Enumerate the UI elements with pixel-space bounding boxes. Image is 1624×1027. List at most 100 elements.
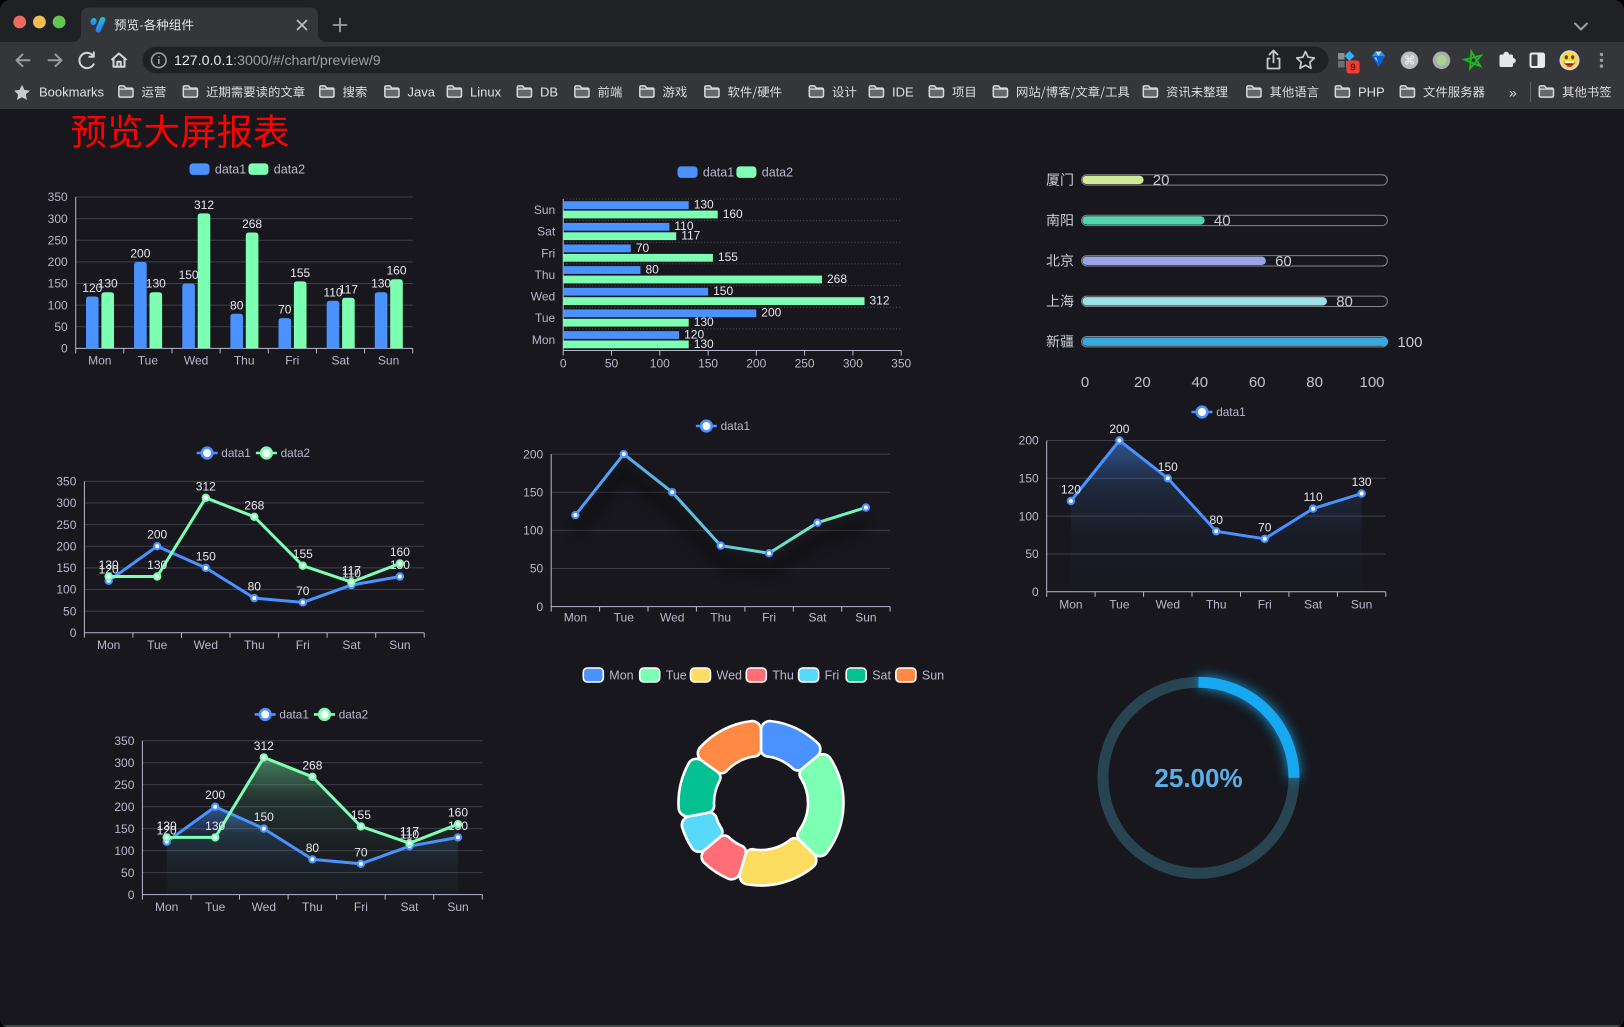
svg-text:20: 20 [1153,172,1170,189]
svg-text:DB: DB [540,85,558,100]
svg-text:150: 150 [523,485,543,499]
svg-text:Fri: Fri [541,246,555,260]
svg-text:Sun: Sun [447,900,468,914]
svg-text:50: 50 [63,604,77,618]
svg-text:130: 130 [98,277,118,291]
svg-text:200: 200 [1019,434,1039,448]
svg-text:200: 200 [523,447,543,461]
svg-text:250: 250 [56,518,76,532]
svg-text:150: 150 [254,810,274,824]
svg-text:150: 150 [196,549,216,563]
svg-text:100: 100 [523,524,543,538]
svg-text:data1: data1 [703,166,734,180]
svg-text:0: 0 [537,600,544,614]
svg-text:Thu: Thu [244,638,265,652]
svg-text:110: 110 [342,567,361,581]
svg-text:Thu: Thu [710,611,731,625]
svg-text:9: 9 [1350,63,1356,74]
svg-text:Wed: Wed [531,290,555,304]
svg-text:Bookmarks: Bookmarks [39,85,105,100]
svg-text:80: 80 [1306,374,1323,391]
svg-text:50: 50 [530,562,544,576]
svg-text:60: 60 [1249,374,1266,391]
svg-text:200: 200 [746,357,766,371]
svg-text:350: 350 [891,357,911,371]
svg-text:Sat: Sat [808,611,827,625]
svg-text:130: 130 [1352,475,1372,489]
svg-text:Tue: Tue [147,638,168,652]
svg-text:350: 350 [56,475,76,489]
svg-text:300: 300 [114,756,134,770]
svg-text:40: 40 [1214,213,1231,230]
svg-text:Sat: Sat [1304,598,1323,612]
svg-text:Sat: Sat [342,638,361,652]
svg-text:120: 120 [157,823,177,837]
svg-text:130: 130 [146,277,166,291]
svg-text:150: 150 [713,284,733,298]
svg-text:155: 155 [290,266,310,280]
svg-text:80: 80 [230,298,244,312]
svg-text:350: 350 [114,734,134,748]
svg-text:Mon: Mon [609,669,633,683]
svg-text:Mon: Mon [1059,598,1082,612]
svg-text:Sat: Sat [331,354,350,368]
svg-text:160: 160 [723,207,743,221]
svg-text:155: 155 [293,547,313,561]
svg-text:150: 150 [698,357,718,371]
svg-text:Sat: Sat [400,900,419,914]
svg-text:312: 312 [194,198,214,212]
svg-text:130: 130 [205,819,225,833]
svg-text:70: 70 [354,845,368,859]
svg-text:130: 130 [694,315,714,329]
svg-text:25.00%: 25.00% [1154,763,1242,793]
svg-text:⌘: ⌘ [1404,54,1416,68]
svg-text:110: 110 [1304,490,1323,504]
svg-text:Tue: Tue [614,611,635,625]
svg-text:Sun: Sun [922,669,944,683]
svg-text:Wed: Wed [1156,598,1180,612]
svg-text:160: 160 [386,264,406,278]
svg-text:250: 250 [114,778,134,792]
svg-text:200: 200 [48,255,68,269]
svg-text:50: 50 [605,357,619,371]
svg-text:Mon: Mon [532,333,555,347]
svg-text:20: 20 [1134,374,1151,391]
svg-text:150: 150 [114,822,134,836]
svg-text:Sun: Sun [534,203,555,217]
svg-text:268: 268 [242,217,262,231]
svg-text:117: 117 [681,229,700,243]
svg-text:117: 117 [400,825,419,839]
svg-text:100: 100 [48,298,68,312]
svg-text:Mon: Mon [88,354,111,368]
svg-text:70: 70 [296,584,310,598]
svg-text:Java: Java [408,85,436,100]
svg-text:data1: data1 [1216,405,1246,419]
svg-text:130: 130 [147,558,167,572]
svg-text:268: 268 [244,498,264,512]
svg-text:Fri: Fri [296,638,310,652]
svg-text:130: 130 [694,337,714,351]
svg-text:50: 50 [54,320,68,334]
svg-text:100: 100 [56,583,76,597]
svg-text:110: 110 [400,828,419,842]
svg-text:200: 200 [205,788,225,802]
svg-text:Mon: Mon [97,638,120,652]
svg-text:110: 110 [323,285,342,299]
svg-text:160: 160 [390,545,410,559]
svg-text:130: 130 [99,558,119,572]
svg-text:200: 200 [130,246,150,260]
svg-text:0: 0 [1081,374,1089,391]
svg-text:Mon: Mon [564,611,587,625]
svg-text:117: 117 [342,564,361,578]
svg-text:130: 130 [157,819,177,833]
svg-text:0: 0 [1032,585,1039,599]
svg-text:Fri: Fri [354,900,368,914]
svg-text:155: 155 [718,250,738,264]
svg-text:80: 80 [248,580,262,594]
svg-text:Sun: Sun [378,354,399,368]
svg-text:80: 80 [306,841,320,855]
svg-text:data1: data1 [279,708,309,722]
svg-text:data1: data1 [221,446,251,460]
svg-text:data2: data2 [274,163,305,177]
svg-text:Fri: Fri [762,611,776,625]
